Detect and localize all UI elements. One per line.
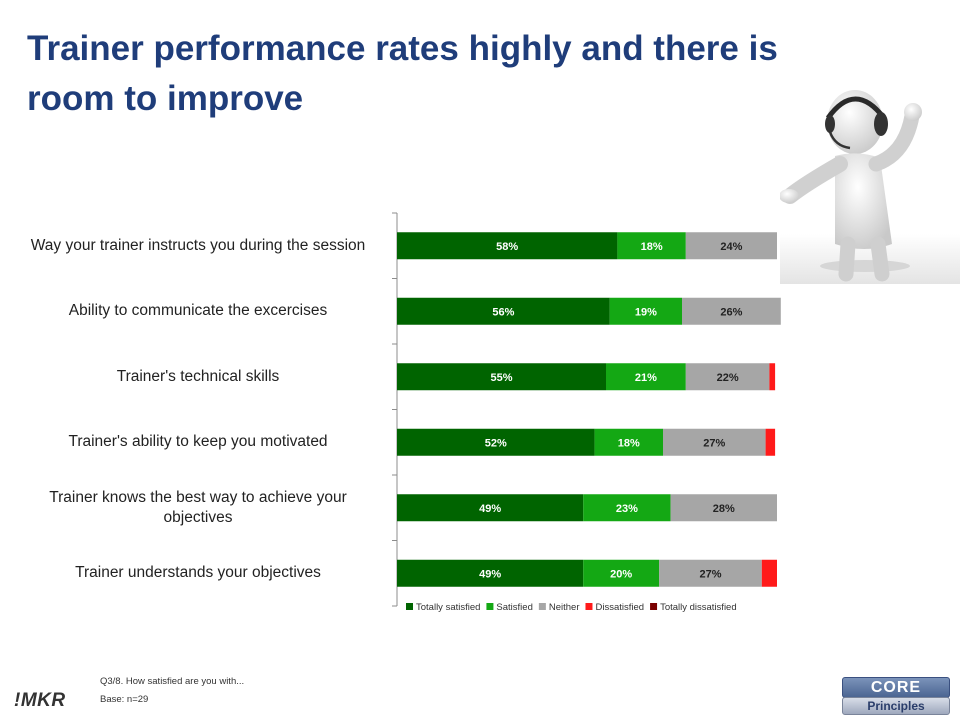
bar-segment <box>606 363 686 391</box>
data-label: 18% <box>618 437 640 449</box>
data-label: 49% <box>479 503 501 515</box>
data-label: 21% <box>635 372 657 384</box>
data-label: 26% <box>720 306 742 318</box>
legend-label: Neither <box>549 602 580 613</box>
category-label: Trainer knows the best way to achieve yo… <box>49 488 347 526</box>
data-label: 49% <box>479 568 501 580</box>
data-label: 22% <box>717 372 739 384</box>
bar-segment <box>609 297 682 325</box>
bar-segment <box>397 297 610 325</box>
legend-swatch <box>585 603 593 610</box>
bar-segment <box>682 297 781 325</box>
data-label: 27% <box>699 568 721 580</box>
legend-label: Totally satisfied <box>416 602 480 613</box>
data-label: 23% <box>616 503 638 515</box>
legend-label: Dissatisfied <box>595 602 644 613</box>
data-label: 20% <box>610 568 632 580</box>
legend-swatch <box>538 603 546 610</box>
legend-swatch <box>486 603 494 610</box>
bar-segment <box>583 559 660 587</box>
data-label: 56% <box>492 306 514 318</box>
bar-segment <box>397 232 618 260</box>
legend-label: Satisfied <box>496 602 532 613</box>
legend-label: Totally dissatisfied <box>660 602 737 613</box>
mkr-logo: !MKR <box>14 690 66 711</box>
bar-segment <box>397 494 584 522</box>
category-label: Trainer's ability to keep you motivated <box>68 433 328 451</box>
data-label: 52% <box>485 437 507 449</box>
data-label: 28% <box>713 503 735 515</box>
bar-segment <box>583 494 671 522</box>
bar-segment <box>761 559 777 587</box>
bar-segment <box>659 559 762 587</box>
core-logo-bottom: Principles <box>842 697 950 715</box>
category-label: Trainer's technical skills <box>116 367 280 385</box>
legend-swatch <box>406 603 413 610</box>
category-label: Ability to communicate the excercises <box>68 302 328 320</box>
category-label: Trainer understands your objectives <box>75 564 321 582</box>
footnote-question: Q3/8. How satisfied are you with... <box>100 676 245 687</box>
data-label: 18% <box>641 241 663 253</box>
footnote-base: Base: n=29 <box>100 694 149 705</box>
bar-segment <box>670 494 777 522</box>
bar-segment <box>769 363 776 391</box>
data-label: 58% <box>496 241 518 253</box>
data-label: 55% <box>490 372 512 384</box>
bar-segment <box>617 232 686 260</box>
category-label: Way your trainer instructs you during th… <box>30 236 366 254</box>
bar-segment <box>397 428 595 456</box>
legend-swatch <box>650 603 658 610</box>
person-with-headset-icon <box>780 90 960 284</box>
page-title: Trainer performance rates highly and the… <box>27 29 778 118</box>
core-principles-logo: CORE Principles <box>842 677 950 715</box>
bar-segment <box>397 363 606 391</box>
bar-segment <box>594 428 663 456</box>
data-label: 19% <box>635 306 657 318</box>
data-label: 27% <box>703 437 725 449</box>
bar-segment <box>663 428 766 456</box>
bar-segment <box>397 559 584 587</box>
bar-segment <box>765 428 776 456</box>
bar-segment <box>685 232 777 260</box>
bar-segment <box>685 363 770 391</box>
core-logo-top: CORE <box>842 677 950 698</box>
data-label: 24% <box>720 241 742 253</box>
